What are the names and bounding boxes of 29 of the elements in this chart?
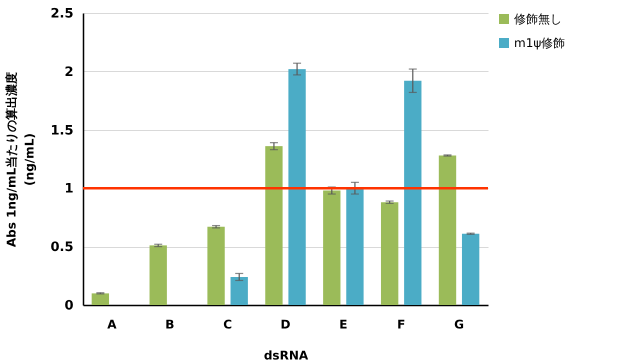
- bar: [404, 80, 422, 305]
- legend-label: m1ψ修飾: [514, 36, 566, 50]
- y-tick-label: 0: [64, 298, 74, 314]
- bar: [380, 202, 398, 305]
- legend-label: 修飾無し: [514, 12, 562, 26]
- bar: [462, 234, 480, 305]
- y-tick-label: 1: [64, 182, 74, 197]
- x-tick-label: D: [280, 318, 291, 332]
- bar: [288, 69, 306, 305]
- bar: [150, 245, 167, 305]
- bar: [230, 276, 248, 305]
- bar: [346, 188, 364, 305]
- y-tick-label: 1.5: [50, 123, 74, 138]
- bar: [265, 146, 283, 305]
- x-tick-label: B: [165, 318, 174, 332]
- y-axis-title: Abs 1ng/mL当たりの算出濃度 (ng/mL): [4, 72, 36, 248]
- x-tick-label: A: [107, 318, 118, 332]
- bar: [438, 155, 456, 305]
- x-tick-label: C: [223, 318, 232, 332]
- y-tick-label: 0.5: [50, 240, 74, 256]
- x-tick-label: F: [397, 318, 406, 332]
- bar: [92, 293, 110, 305]
- x-tick-label: E: [339, 318, 348, 332]
- y-tick-label: 2.5: [50, 6, 74, 22]
- x-tick-label: G: [454, 318, 464, 332]
- bar: [323, 190, 340, 305]
- y-tick-label: 2: [64, 64, 74, 80]
- x-axis-title: dsRNA: [264, 348, 309, 362]
- bar: [207, 226, 225, 305]
